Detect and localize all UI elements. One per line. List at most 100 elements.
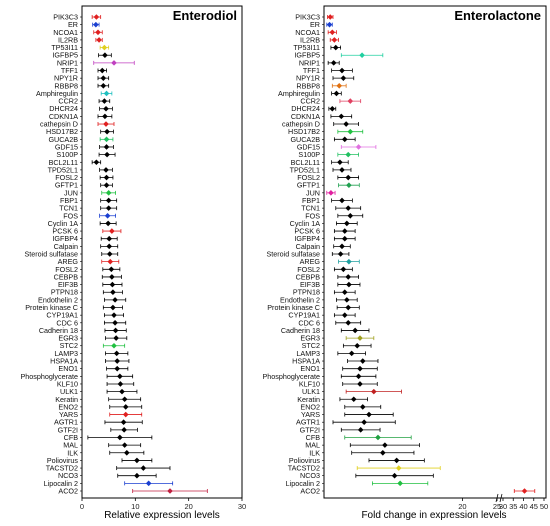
enterodiol-point-cyp19a1 (111, 312, 117, 318)
enterolactone-label-tcn1: TCN1 (301, 204, 320, 213)
enterodiol-x-tick-label: 20 (184, 502, 192, 511)
enterolactone-label-nco3: NCO3 (300, 471, 320, 480)
enterodiol-point-eno1 (114, 365, 120, 372)
enterolactone-label-fosl2: FOSL2 (297, 173, 320, 182)
enterolactone-point-amphiregulin (333, 90, 340, 97)
enterolactone-point-klf10 (357, 381, 363, 387)
enterodiol-label-gtf2i: GTF2I (58, 425, 78, 434)
enterolactone-x-tick-label: 30 (499, 502, 507, 511)
enterolactone-plot-frame (323, 5, 547, 499)
enterodiol-label-eno1: ENO1 (58, 364, 78, 373)
enterodiol-label-aco2: ACO2 (58, 487, 78, 496)
enterolactone-point-guca2b (341, 136, 348, 143)
enterolactone-label-eno2: ENO2 (300, 402, 320, 411)
enterodiol-label-tff1: TFF1 (61, 66, 78, 75)
enterolactone-point-protein-kinase-c (345, 304, 352, 311)
enterodiol-point-cebpb (109, 274, 115, 280)
enterolactone-point-agtr1 (361, 419, 367, 425)
enterodiol-point-lipocalin-2 (145, 480, 152, 487)
enterodiol-label-igfbp4: IGFBP4 (52, 234, 78, 243)
enterodiol-label-il2rb: IL2RB (58, 35, 78, 44)
enterolactone-label-cyp19a1: CYP19A1 (288, 311, 320, 320)
enterolactone-point-fbp1 (339, 197, 345, 204)
enterolactone-point-ulk1 (371, 388, 377, 395)
enterolactone-point-fos (347, 212, 354, 219)
enterodiol-point-cathepsin-d (103, 121, 109, 127)
enterodiol-panel: Enterodiol Relative expression levels 0 1… (20, 5, 246, 521)
enterodiol-label-keratin: Keratin (55, 395, 78, 404)
enterodiol-label-eif3b: EIF3B (58, 280, 78, 289)
enterodiol-point-igfbp5 (102, 52, 108, 59)
enterolactone-label-protein-kinase-c: Protein kinase C (267, 303, 320, 312)
enterodiol-label-ulk1: ULK1 (60, 387, 78, 396)
enterolactone-label-amphiregulin: Amphiregulin (278, 89, 320, 98)
enterodiol-label-rbbp8: RBBP8 (54, 81, 78, 90)
enterodiol-label-endothelin-2: Endothelin 2 (38, 295, 78, 304)
enterolactone-label-mal: MAL (305, 441, 320, 450)
enterodiol-point-tp53i11 (101, 44, 108, 51)
enterodiol-point-cadherin-18 (112, 327, 119, 334)
enterodiol-label-ilk: ILK (67, 448, 78, 457)
enterodiol-point-keratin (121, 396, 128, 403)
enterodiol-label-egr3: EGR3 (58, 334, 78, 343)
enterolactone-point-tp53i11 (332, 44, 339, 51)
enterodiol-label-cfb: CFB (64, 433, 79, 442)
enterolactone-point-mal (382, 442, 388, 448)
enterolactone-x-tick-label: 45 (530, 502, 538, 511)
enterodiol-point-egr3 (113, 335, 119, 341)
enterolactone-point-s100p (345, 151, 352, 158)
enterolactone-point-ccr2 (347, 98, 354, 104)
enterolactone-point-egr3 (357, 335, 363, 341)
enterodiol-point-ccr2 (101, 98, 108, 104)
enterodiol-label-gdf15: GDF15 (55, 142, 78, 151)
enterodiol-label-cathepsin-d: cathepsin D (40, 120, 78, 129)
enterolactone-label-endothelin-2: Endothelin 2 (280, 295, 320, 304)
enterodiol-x-axis-label: Relative expression levels (104, 510, 220, 521)
enterolactone-point-calpain (339, 243, 345, 250)
enterolactone-point-fosl2 (340, 266, 347, 273)
enterodiol-point-fos (104, 212, 111, 219)
enterodiol-label-s100p: S100P (56, 150, 78, 159)
enterodiol-label-stc2: STC2 (60, 341, 78, 350)
enterodiol-marks: 0 10 20 30 PIK3C3ERNCOA1IL2RBTP53I11IGFBP5NR… (20, 13, 246, 512)
enterodiol-title: Enterodiol (173, 8, 237, 23)
enterolactone-label-egr3: EGR3 (300, 334, 320, 343)
enterodiol-label-nco3: NCO3 (58, 471, 78, 480)
enterodiol-label-calpain: Calpain (54, 242, 78, 251)
enterolactone-point-steroid-sulfatase (337, 251, 344, 257)
enterodiol-point-tcn1 (105, 205, 112, 211)
enterolactone-label-igfbp5: IGFBP5 (294, 51, 320, 60)
enterodiol-label-cadherin-18: Cadherin 18 (39, 326, 78, 335)
enterolactone-point-lipocalin-2 (397, 480, 403, 487)
enterolactone-label-areg: AREG (300, 257, 321, 266)
enterolactone-point-endothelin-2 (344, 297, 350, 303)
enterodiol-point-fosl2 (108, 266, 115, 273)
enterolactone-label-nrip1: NRIP1 (299, 58, 320, 67)
enterodiol-label-lamp3: LAMP3 (54, 349, 78, 358)
enterodiol-label-hsd17b2: HSD17B2 (46, 127, 78, 136)
enterodiol-point-gftp1 (103, 182, 110, 188)
enterodiol-point-ilk (124, 449, 130, 456)
enterodiol-point-dhcr24 (103, 105, 109, 112)
enterolactone-label-hsd17b2: HSD17B2 (288, 127, 320, 136)
enterolactone-label-npy1r: NPY1R (296, 74, 320, 83)
enterolactone-title: Enterolactone (454, 8, 541, 23)
enterodiol-point-rbbp8 (100, 83, 107, 89)
enterodiol-label-klf10: KLF10 (57, 379, 78, 388)
enterolactone-label-ccr2: CCR2 (300, 97, 320, 106)
enterolactone-point-igfbp5 (359, 52, 365, 59)
enterodiol-point-aco2 (167, 488, 173, 494)
enterodiol-point-amphiregulin (103, 90, 110, 97)
enterolactone-point-cdc-6 (345, 320, 352, 326)
enterolactone-label-jun: JUN (306, 188, 320, 197)
enterolactone-point-ilk (380, 449, 386, 456)
enterodiol-label-cebpb: CEBPB (54, 272, 79, 281)
enterodiol-point-ulk1 (119, 388, 125, 395)
enterodiol-label-pik3c3: PIK3C3 (53, 13, 78, 22)
enterolactone-label-cathepsin-d: cathepsin D (282, 120, 320, 129)
enterolactone-label-fosl2: FOSL2 (297, 265, 320, 274)
enterodiol-label-ccr2: CCR2 (58, 97, 78, 106)
enterolactone-label-tacstd2: TACSTD2 (288, 464, 320, 473)
enterolactone-point-tpd52l1 (339, 167, 345, 173)
enterolactone-point-stc2 (354, 342, 361, 349)
